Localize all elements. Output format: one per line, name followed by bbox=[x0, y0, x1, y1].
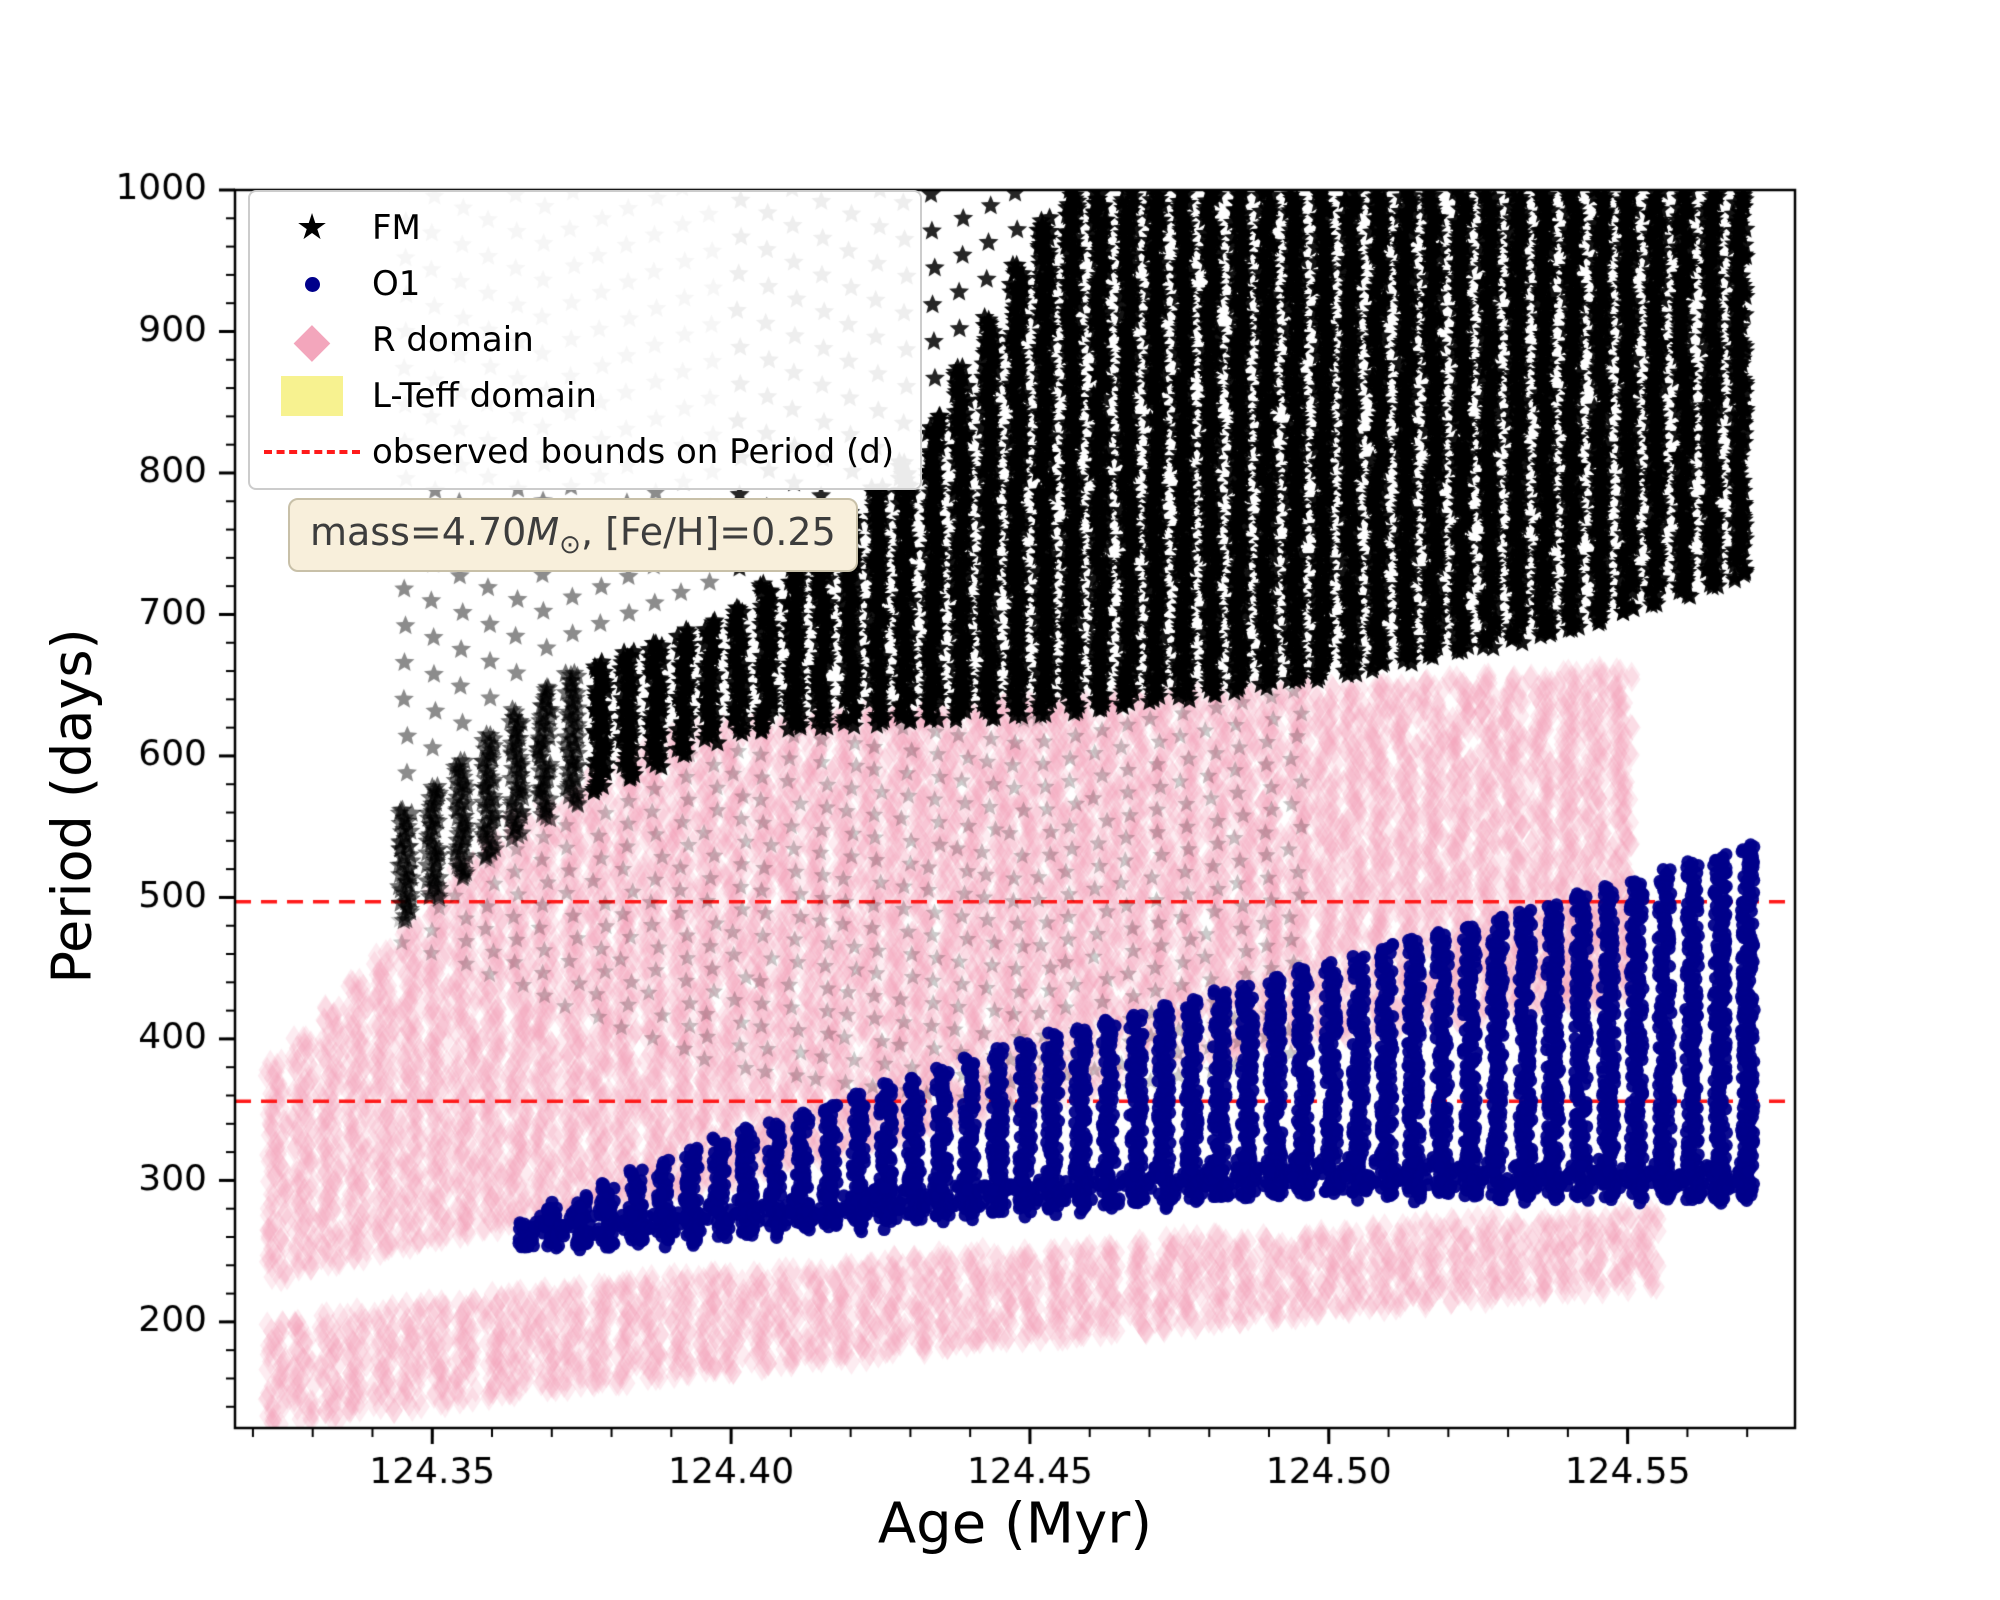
legend-label: observed bounds on Period (d) bbox=[372, 432, 895, 472]
fm-star-icon: ★ bbox=[295, 207, 329, 248]
legend-label: FM bbox=[372, 208, 421, 248]
annotation-mass-symbol: M bbox=[526, 510, 560, 554]
dashed-line-icon bbox=[264, 450, 360, 454]
annotation-mass-prefix: mass=4.70 bbox=[310, 510, 527, 554]
legend-label: R domain bbox=[372, 320, 534, 360]
legend-item-r-domain: ◆ R domain bbox=[264, 316, 894, 364]
r-domain-diamond-icon: ◆ bbox=[293, 312, 331, 368]
legend-item-fm: ★ FM bbox=[264, 204, 894, 252]
legend-item-l-teff-domain: L-Teff domain bbox=[264, 372, 894, 420]
sun-symbol: ⊙ bbox=[559, 530, 581, 560]
o1-dot-icon bbox=[304, 276, 320, 292]
l-teff-square-icon bbox=[281, 376, 343, 416]
legend-item-o1: O1 bbox=[264, 260, 894, 308]
annotation-box: mass=4.70M⊙, [Fe/H]=0.25 bbox=[288, 498, 858, 572]
annotation-feh-suffix: , [Fe/H]=0.25 bbox=[580, 510, 836, 554]
legend: ★ FM O1 ◆ R domain L-Teff domain observe… bbox=[248, 190, 923, 490]
legend-label: L-Teff domain bbox=[372, 376, 597, 416]
legend-item-observed-bounds: observed bounds on Period (d) bbox=[264, 428, 894, 476]
y-axis-label: Period (days) bbox=[40, 628, 104, 984]
legend-label: O1 bbox=[372, 264, 421, 304]
x-axis-label: Age (Myr) bbox=[877, 1491, 1153, 1557]
